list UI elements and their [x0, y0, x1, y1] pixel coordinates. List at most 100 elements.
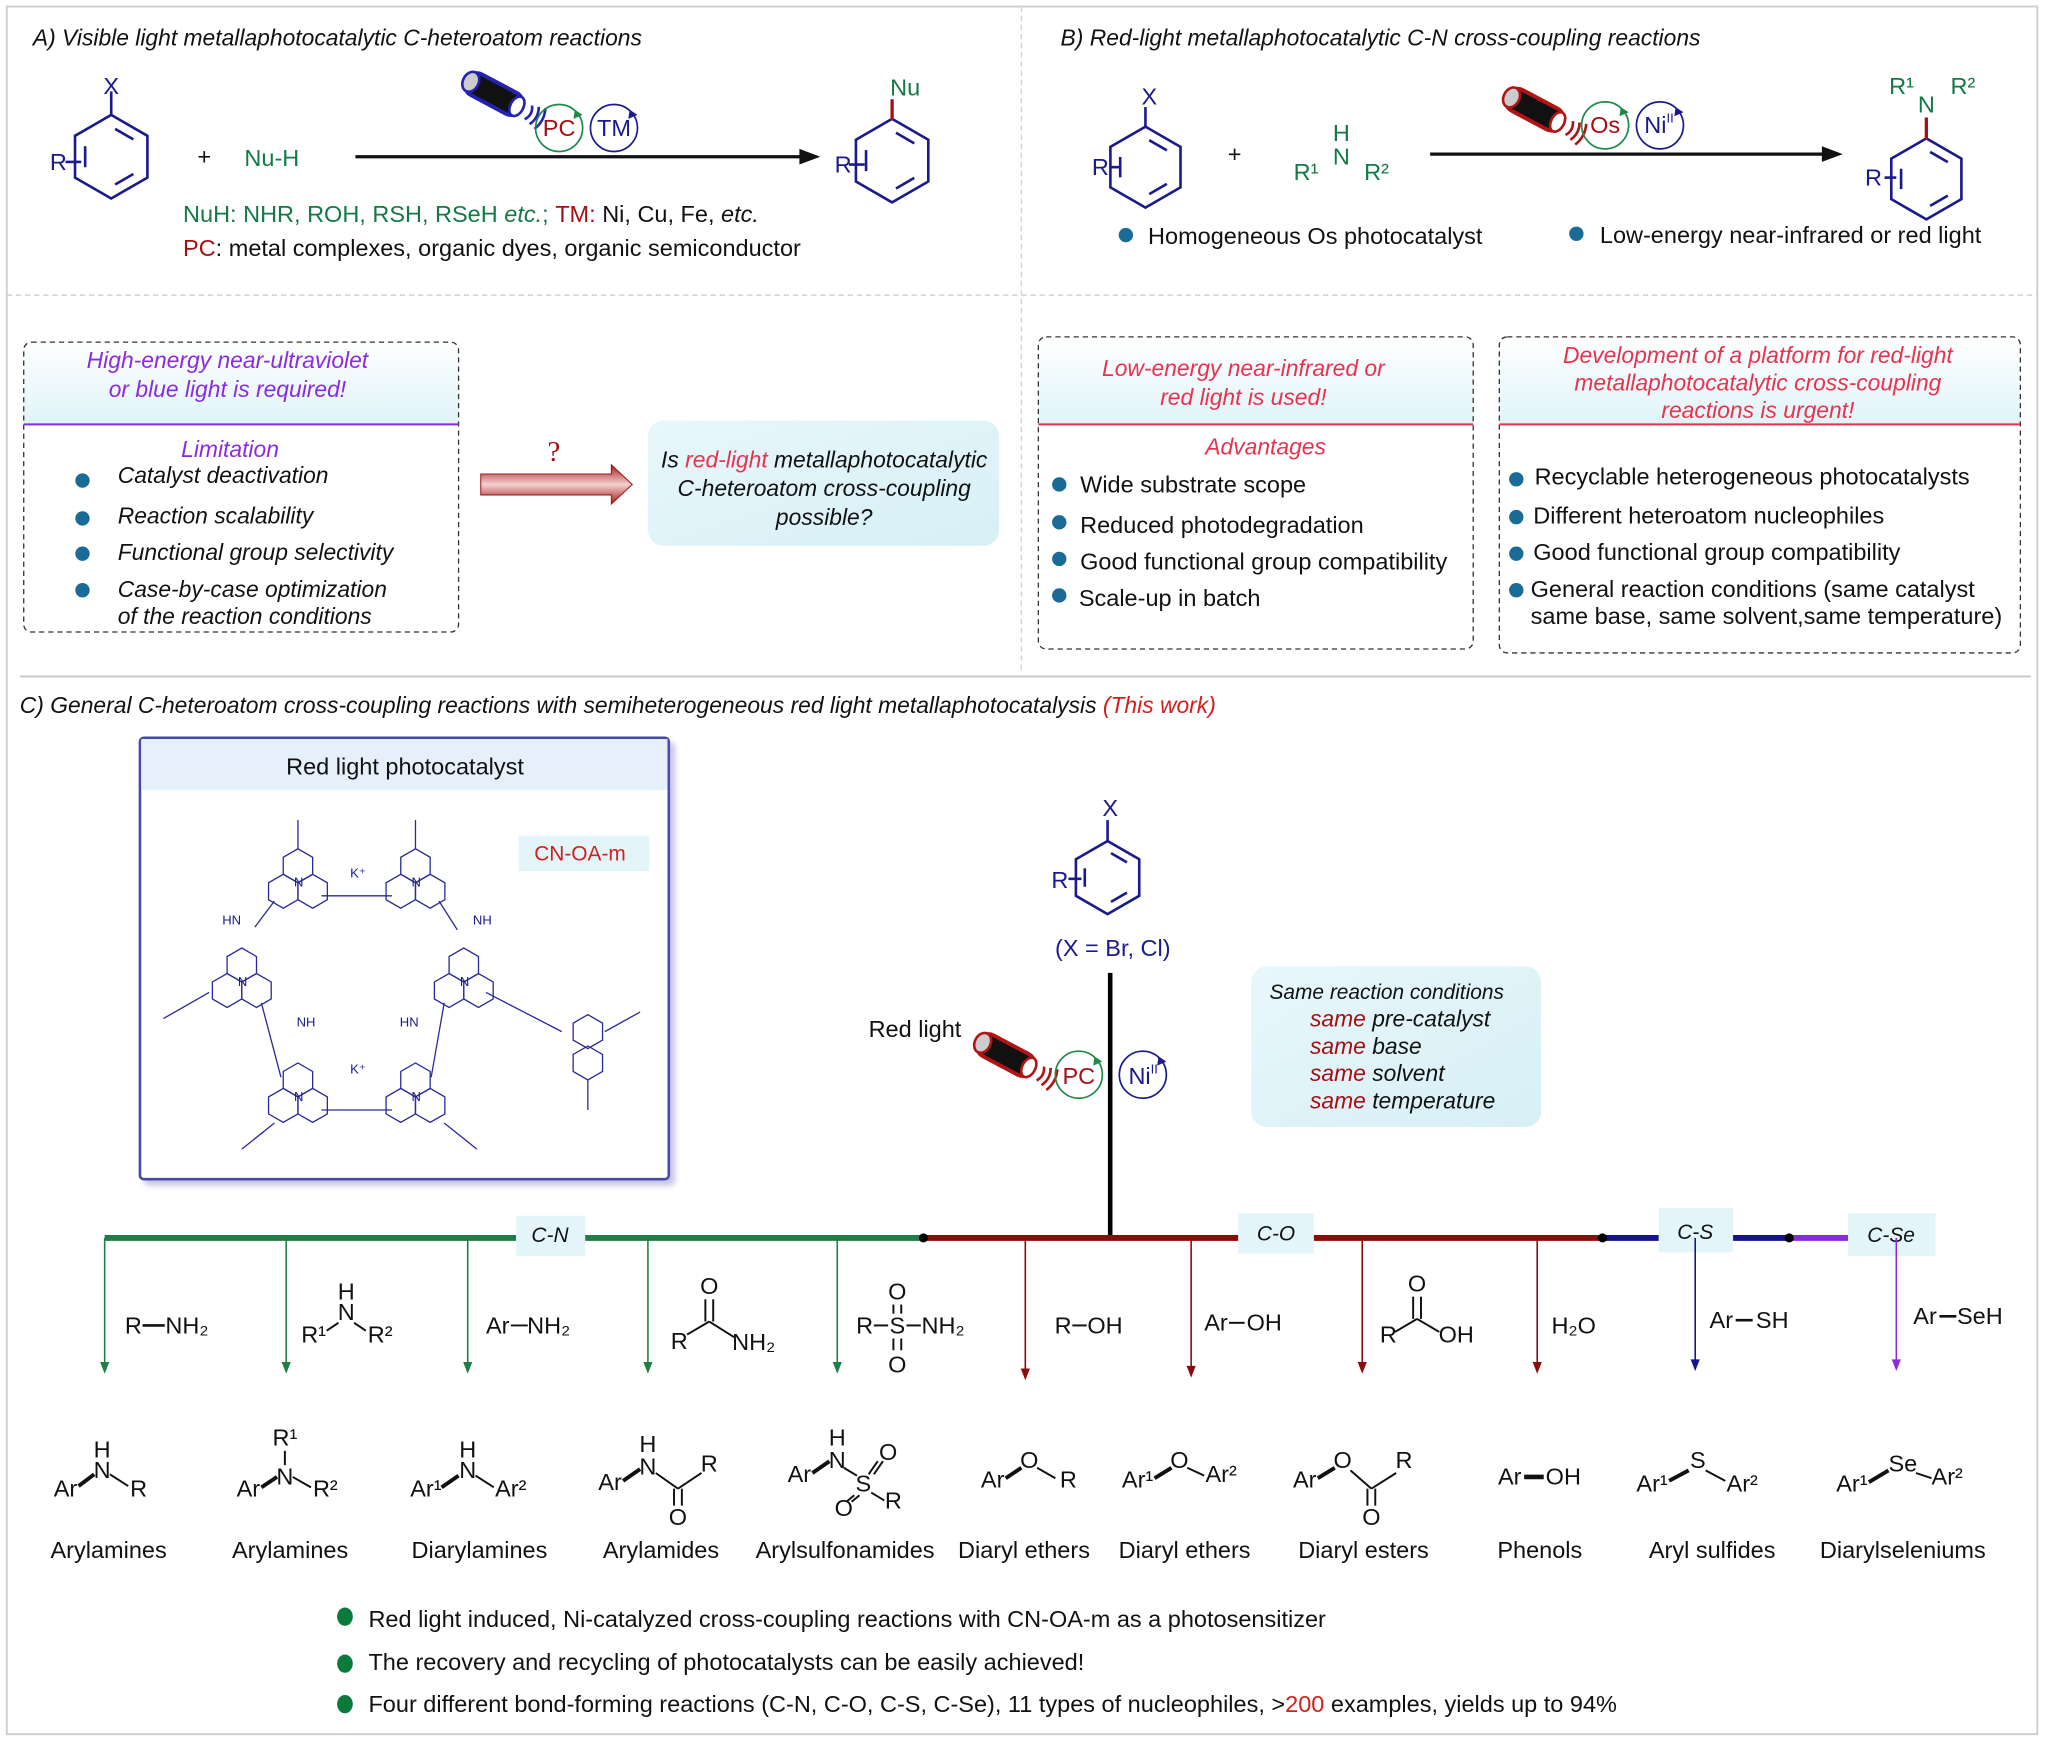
conditions-title: Same reaction conditions: [1269, 981, 1504, 1004]
atom-r: R: [835, 151, 852, 177]
bond: [621, 1467, 642, 1483]
atom-label: S: [1690, 1447, 1706, 1473]
double-bond: [1148, 182, 1168, 196]
atom-label: N: [639, 1453, 656, 1479]
limitation-box: High-energy near-ultraviolet or blue lig…: [23, 341, 460, 633]
bond-label-c-s: C-S: [1677, 1221, 1713, 1244]
bullet-icon: [1118, 227, 1134, 243]
product-name: Phenols: [1497, 1537, 1582, 1563]
amine-structure: H N R¹ R²: [1294, 120, 1389, 185]
bond: [1705, 1469, 1726, 1482]
atom-label: R: [1396, 1447, 1413, 1473]
bond: [1668, 1468, 1690, 1483]
product-names: Arylamines Arylamines Diarylamines Aryla…: [50, 1537, 1985, 1563]
bond: [677, 1472, 702, 1490]
atom-label: O: [1408, 1270, 1426, 1296]
platform-item: Different heteroatom nucleophiles: [1533, 503, 1884, 529]
bond: [845, 1494, 855, 1503]
advantage-item: Reduced photodegradation: [1080, 512, 1364, 538]
linker-bond: [241, 1122, 275, 1150]
double-bond: [1148, 139, 1168, 152]
advantage-item: Scale-up in batch: [1079, 585, 1261, 611]
summary-item: Four different bond-forming reactions (C…: [368, 1691, 1617, 1717]
product-name: Arylamides: [603, 1537, 719, 1563]
bullet-icon: [1052, 588, 1067, 603]
product-name: Diaryl ethers: [1119, 1537, 1251, 1563]
product-name: Arylamines: [232, 1537, 348, 1563]
atom-label: H: [459, 1436, 476, 1462]
atom-label: NH₂: [165, 1312, 208, 1338]
bullet-icon: [1509, 583, 1524, 598]
benzene-ring: [1109, 125, 1182, 210]
atom-label: O: [888, 1351, 906, 1377]
atom-label: R: [1060, 1466, 1077, 1492]
aryl-halide-structure: [1109, 125, 1182, 210]
plus-sign: +: [197, 144, 211, 170]
atom-label: R: [885, 1487, 902, 1513]
ring-atom-label: N: [238, 974, 247, 989]
arrowhead: [832, 1361, 842, 1374]
condition-item: same pre-catalyst: [1310, 1005, 1492, 1031]
reaction-arrow: [1430, 146, 1843, 162]
atom-label: R: [671, 1328, 688, 1354]
atom-label: OH: [1087, 1312, 1122, 1338]
condition-item: same base: [1310, 1033, 1422, 1059]
triazine-ring: [463, 972, 494, 1009]
bond: [260, 1475, 279, 1489]
bond: [851, 1494, 861, 1503]
limitation-item: of the reaction conditions: [118, 603, 372, 629]
summary-list: Red light induced, Ni-catalyzed cross-co…: [337, 1606, 1617, 1717]
triazine-ring: [297, 873, 329, 909]
double-bond: [1110, 852, 1128, 864]
advantage-item: Wide substrate scope: [1080, 471, 1306, 497]
product-structure: Ar¹ O Ar²: [1122, 1447, 1237, 1493]
question-box: Is red-light metallaphotocatalytic C-het…: [647, 420, 1000, 546]
catalyst-name: CN-OA-m: [534, 843, 626, 866]
arrowhead: [1357, 1361, 1367, 1374]
atom-label: R: [1380, 1321, 1397, 1347]
atom-label: Ar: [54, 1476, 78, 1502]
catalyst-box: Red light photocatalyst CN-OA-m N N N N N N K…: [138, 736, 671, 1181]
bond: [843, 1466, 858, 1477]
product-amine-labels: N R¹ R²: [1889, 73, 1975, 117]
double-bond: [895, 131, 915, 145]
tm-label: TM: [597, 115, 631, 141]
atom-label: R: [701, 1451, 718, 1477]
bond: [1915, 1472, 1932, 1480]
atom-r1: R¹: [1889, 73, 1914, 99]
double-bond: [114, 127, 135, 141]
question-line: possible?: [775, 504, 873, 530]
os-label: Os: [1590, 112, 1620, 138]
platform-item: General reaction conditions (same cataly…: [1531, 576, 1976, 602]
summary-item: The recovery and recycling of photocatal…: [368, 1649, 1084, 1675]
pc-label: PC: [1063, 1063, 1096, 1089]
bond: [326, 1322, 339, 1332]
bullet-icon: [1052, 515, 1067, 530]
nucleophile-structure: R OH: [1055, 1312, 1123, 1338]
bond: [873, 1460, 884, 1475]
bond: [1036, 1466, 1056, 1480]
arrowhead: [1690, 1359, 1700, 1372]
atom-label: O: [1362, 1504, 1380, 1530]
linker-bond: [443, 1122, 478, 1150]
atom-label: S: [889, 1312, 905, 1338]
atom-label: Ar: [1293, 1466, 1317, 1492]
amine-linker-label: NH: [473, 913, 492, 928]
amine-linker-label: HN: [400, 1014, 419, 1029]
bullet-icon: [337, 1694, 353, 1714]
platform-header: reactions is urgent!: [1661, 397, 1855, 423]
atom-label: Ar: [237, 1476, 261, 1502]
plus-sign: +: [1228, 141, 1242, 167]
atom-label: O: [700, 1273, 718, 1299]
nucleophile-structure: OR OH: [1380, 1270, 1474, 1347]
linker-bond: [485, 991, 563, 1033]
atom-label: Ar: [981, 1466, 1005, 1492]
bullet-icon: [1509, 546, 1524, 561]
atom-label: Ar: [788, 1461, 812, 1487]
limitation-header: High-energy near-ultraviolet: [87, 347, 370, 373]
heptazine-unit: N: [211, 947, 272, 1009]
conditions-box: Same reaction conditions same pre-cataly…: [1251, 966, 1542, 1127]
bullet-icon: [1509, 509, 1524, 525]
